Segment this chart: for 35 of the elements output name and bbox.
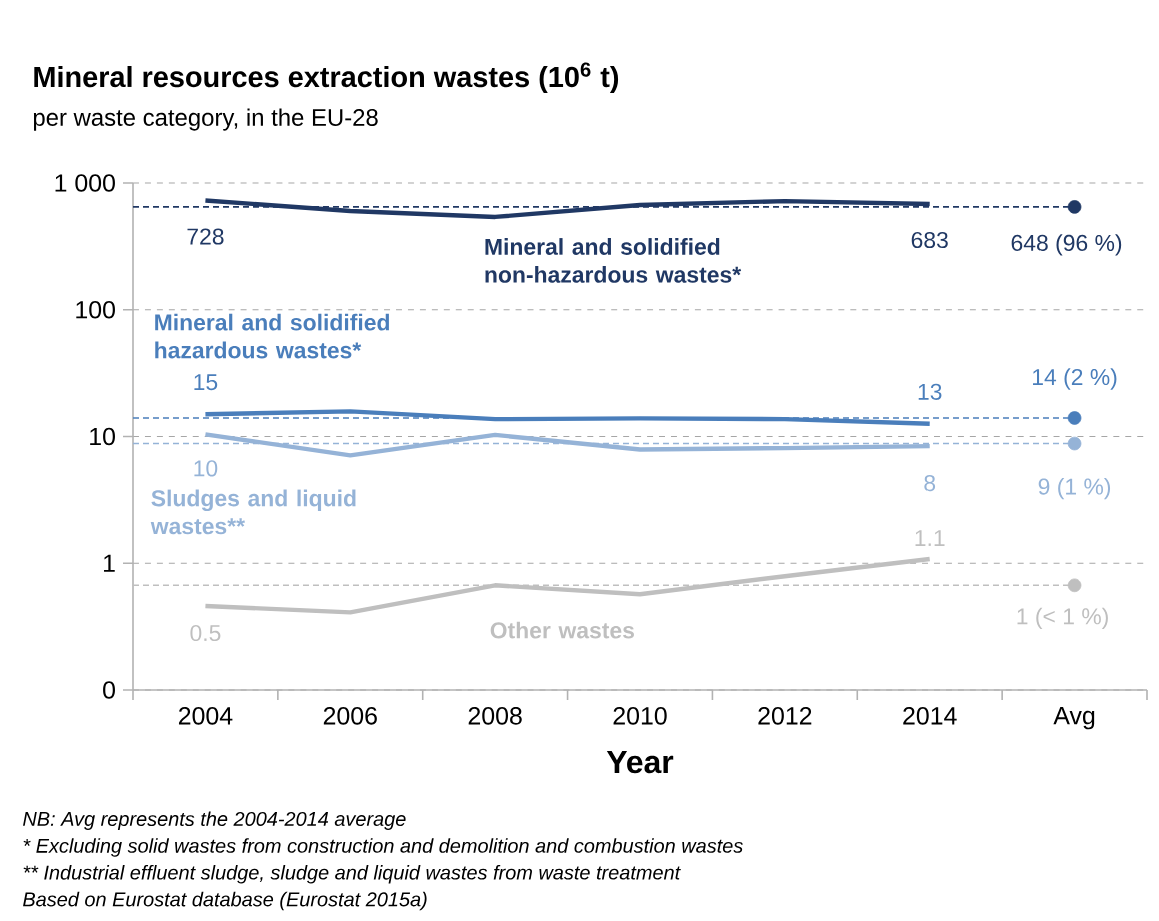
data-label: 683 [911,231,948,249]
x-tick-label: 2014 [903,707,957,725]
data-label: 0.5 [190,624,221,642]
x-tick-label: 2006 [323,707,377,725]
x-tick-label: Avg [1053,707,1095,730]
data-label: 14 (2 %) [1033,368,1117,390]
y-tick-label: 100 [76,300,115,319]
data-label: 15 [194,374,218,391]
data-label: 13 [918,383,942,400]
series-label: Sludges and liquid wastes** [150,489,356,535]
text: Based on Eurostat database (Eurostat 2015a) [23,891,427,911]
x-axis-title: Year [606,751,674,774]
x-tick-label: 2008 [468,707,522,725]
series-label: Other wastes [490,621,634,639]
text: * Excluding solid wastes from construction and demolition and combustion wastes [23,838,743,857]
y-tick-label: 1 000 [55,174,115,192]
data-label: 9 (1 %) [1038,477,1111,500]
data-label: 728 [187,228,224,245]
text: ** Industrial effluent sludge, sludge and liquid wastes from waste treatment [23,865,681,884]
text: NB: Avg represents the 2004-2014 average [23,811,406,830]
x-tick-label: 2004 [178,707,233,725]
data-label: 8 [924,474,936,492]
chart-title: Mineral resources extraction wastes (10$^{6}$ t) [34,62,619,93]
data-label: 1.1 [915,530,945,546]
x-tick-label: 2012 [758,707,812,725]
chart-subtitle: per waste category, in the EU-28 [33,108,378,131]
series-label: Mineral and solidified non-hazardous wastes* [485,238,742,283]
text: Mineral and solidified hazardous wastes* [155,313,389,359]
y-tick-label: 0 [103,681,115,699]
y-tick-label: 10 [90,427,115,446]
x-tick-label: 2010 [613,707,667,725]
data-label: 1 (< 1 %) [1017,607,1108,629]
data-label: 10 [194,460,218,477]
y-tick-label: 1 [104,554,115,572]
data-label: 648 (96 %) [1011,234,1122,256]
